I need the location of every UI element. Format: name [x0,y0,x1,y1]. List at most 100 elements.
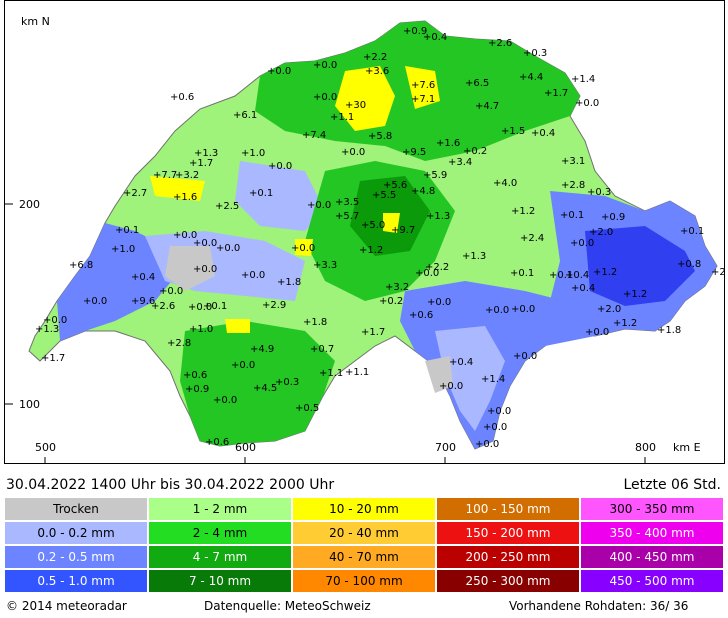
station-value: +1.4 [571,74,596,85]
raw-data-count: Vorhandene Rohdaten: 36/ 36 [509,599,689,613]
period-bar: 30.04.2022 1400 Uhr bis 30.04.2022 2000 … [4,474,725,496]
station-value: +1.2 [623,289,648,300]
station-value: +0.0 [193,264,218,275]
station-value: +5.6 [383,180,408,191]
station-value: +0.6 [409,310,434,321]
station-value: +0.0 [231,360,256,371]
station-value: +7.1 [411,94,436,105]
rain-zone-yellow-4 [225,319,250,333]
station-value: +1.3 [35,324,60,335]
rain-zone-dry-west [165,246,215,291]
station-value: +1.0 [189,324,214,335]
station-value: +0.8 [677,259,702,270]
last-hours-label: Letzte 06 Std. [623,477,721,493]
station-value: +9.7 [391,225,416,236]
station-value: +0.0 [43,315,68,326]
station-value: +1.7 [189,158,214,169]
station-value: +5.8 [368,131,393,142]
station-value: +0.9 [601,212,626,223]
legend-item: 450 - 500 mm [580,569,724,593]
rain-zone-ticino-dry [425,356,453,393]
axis-ticks [5,203,646,463]
legend-item: 400 - 450 mm [580,545,724,569]
station-value: +2.7 [123,188,148,199]
legend-item: 7 - 10 mm [148,569,292,593]
station-value: +4.0 [493,178,518,189]
station-value: +0.0 [570,238,595,249]
station-value: +1.6 [436,138,461,149]
station-value: +7.6 [411,80,436,91]
station-value: +9.5 [402,147,427,158]
station-value: +1.7 [544,88,569,99]
x-tick-label: 600 [235,441,256,454]
station-value: +1.6 [173,192,198,203]
station-value: +5.7 [335,211,360,222]
station-value: +0.2 [379,296,404,307]
station-value: +3.2 [385,282,410,293]
station-value: +6.1 [233,110,258,121]
rain-zone-yellow-2 [405,66,440,109]
legend-item: 0.2 - 0.5 mm [4,545,148,569]
legend-item: 150 - 200 mm [436,521,580,545]
legend-item: 1 - 2 mm [148,497,292,521]
station-value: +4.9 [250,344,275,355]
precipitation-legend: Trocken 1 - 2 mm 10 - 20 mm 100 - 150 mm 300… [4,497,724,593]
legend-item: Trocken [4,497,148,521]
copyright-text: © 2014 meteoradar [6,599,127,613]
station-value: +0.0 [291,243,316,254]
station-value: +2.4 [520,233,545,244]
station-value: +1.8 [277,277,302,288]
station-value: +1.2 [613,318,638,329]
station-value: +1.3 [194,148,219,159]
legend-item: 350 - 400 mm [580,521,724,545]
station-value: +1.0 [111,244,136,255]
station-value: +9.6 [131,296,156,307]
station-value: +6.5 [465,78,490,89]
station-value: +0.0 [511,304,536,315]
station-value: +2.5 [215,201,240,212]
station-value: +0.0 [193,238,218,249]
station-value: +2.2 [363,52,388,63]
station-value: +0.4 [571,283,596,294]
rain-zone-yellow-5 [295,239,313,256]
east-axis-label: km E [673,441,701,454]
station-value: +4.5 [253,383,278,394]
station-value: +0.0 [439,381,464,392]
station-value: +0.0 [307,200,332,211]
station-value: +1.5 [501,126,526,137]
station-value: +7.7 [153,170,178,181]
station-value: +0.0 [216,243,241,254]
station-value: +7.4 [302,130,327,141]
x-tick-label: 800 [635,441,656,454]
station-value: +0.0 [188,302,213,313]
station-value: +3.4 [448,157,473,168]
station-value: +5.5 [372,190,397,201]
legend-item: 250 - 300 mm [436,569,580,593]
precipitation-map: km N 200 100 500 600 700 800 km E +0.9 +0… [4,0,725,464]
station-value: +3.3 [313,260,338,271]
legend-item: 200 - 250 mm [436,545,580,569]
legend-item: 0.5 - 1.0 mm [4,569,148,593]
station-value: +0.7 [310,344,335,355]
station-value: +0.3 [275,377,300,388]
station-value: +0.1 [680,226,705,237]
rain-zone-engadin-dark [585,226,695,306]
station-value: +1.4 [481,374,506,385]
station-value: +4.8 [411,186,436,197]
station-value: +0.4 [531,128,556,139]
station-value: +0.0 [483,422,508,433]
station-value: +1.1 [345,367,370,378]
station-value: +0.0 [427,297,452,308]
station-value: +0.0 [159,286,184,297]
station-value: +1.2 [593,267,618,278]
station-value: +1.2 [511,206,536,217]
station-value: +2.8 [167,338,192,349]
station-value: +3.1 [561,156,586,167]
station-value: +3.2 [175,170,200,181]
station-value: +5.9 [423,170,448,181]
station-value: +0.0 [241,270,266,281]
station-value: +0.0 [487,406,512,417]
station-value: +1.8 [303,317,328,328]
station-value: +3.5 [335,197,360,208]
station-value: +2.9 [711,267,725,278]
